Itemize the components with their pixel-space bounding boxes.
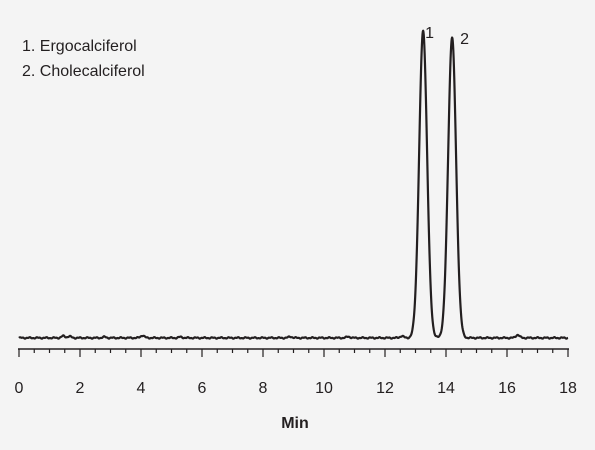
x-tick-label: 10 [315,380,333,397]
x-tick-label: 8 [259,380,268,397]
x-tick-label: 4 [137,380,146,397]
x-tick-label: 0 [15,380,24,397]
x-tick-label: 16 [498,380,516,397]
x-axis-ticks: 0 2 4 6 8 10 12 14 16 18 [15,349,577,397]
chromatogram-trace [18,29,569,340]
x-tick-label: 12 [376,380,394,397]
legend: 1. Ergocalciferol 2. Cholecalciferol [22,38,145,80]
x-tick-label: 18 [559,380,577,397]
legend-item-ergocalciferol: 1. Ergocalciferol [22,38,137,55]
legend-item-cholecalciferol: 2. Cholecalciferol [22,63,145,80]
x-axis-label: Min [281,415,309,432]
peak-labels: 1 2 [425,25,469,48]
peak-label-1: 1 [425,25,434,42]
x-tick-label: 2 [76,380,85,397]
peak-label-2: 2 [460,31,469,48]
x-tick-label: 14 [437,380,455,397]
x-tick-label: 6 [198,380,207,397]
